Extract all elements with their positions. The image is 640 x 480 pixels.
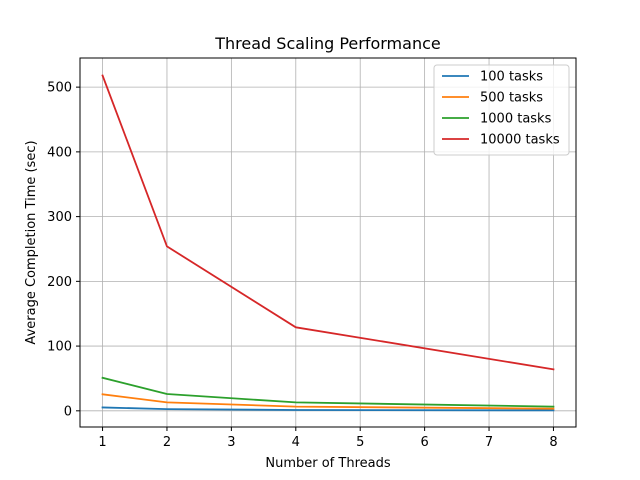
legend-box <box>433 64 570 156</box>
x-axis-label: Number of Threads <box>265 456 390 471</box>
legend: 100 tasks 500 tasks 1000 tasks 10000 tasks <box>433 64 570 156</box>
legend-entry: 100 tasks <box>480 70 543 85</box>
x-tick-label: 5 <box>356 435 364 450</box>
plot-area-frame <box>79 57 577 428</box>
y-axis-label: Average Completion Time (sec) <box>24 140 39 344</box>
legend-entry: 500 tasks <box>480 91 543 106</box>
y-tick-label: 500 <box>47 81 72 96</box>
series-line-10000-tasks <box>101 74 555 371</box>
x-tick-label: 6 <box>420 435 428 450</box>
x-tick-label: 4 <box>292 435 300 450</box>
series-lines <box>101 74 555 412</box>
legend-entry: 10000 tasks <box>480 133 560 148</box>
y-tick-label: 400 <box>47 145 72 160</box>
x-tick-label: 3 <box>227 435 235 450</box>
y-tick-label: 0 <box>64 404 72 419</box>
legend-entry: 1000 tasks <box>480 112 552 127</box>
y-tick-label: 200 <box>47 275 72 290</box>
series-line-100-tasks <box>101 406 555 412</box>
y-tick-label: 100 <box>47 340 72 355</box>
x-tick-label: 7 <box>485 435 493 450</box>
axis-ticks: 1 2 3 4 5 6 7 8 0 100 200 300 400 500 <box>47 81 557 450</box>
x-tick-label: 1 <box>98 435 106 450</box>
series-line-1000-tasks <box>101 376 555 408</box>
x-tick-label: 8 <box>549 435 557 450</box>
x-tick-label: 2 <box>163 435 171 450</box>
y-tick-label: 300 <box>47 210 72 225</box>
chart-title: Thread Scaling Performance <box>214 34 440 53</box>
series-line-500-tasks <box>101 393 555 410</box>
